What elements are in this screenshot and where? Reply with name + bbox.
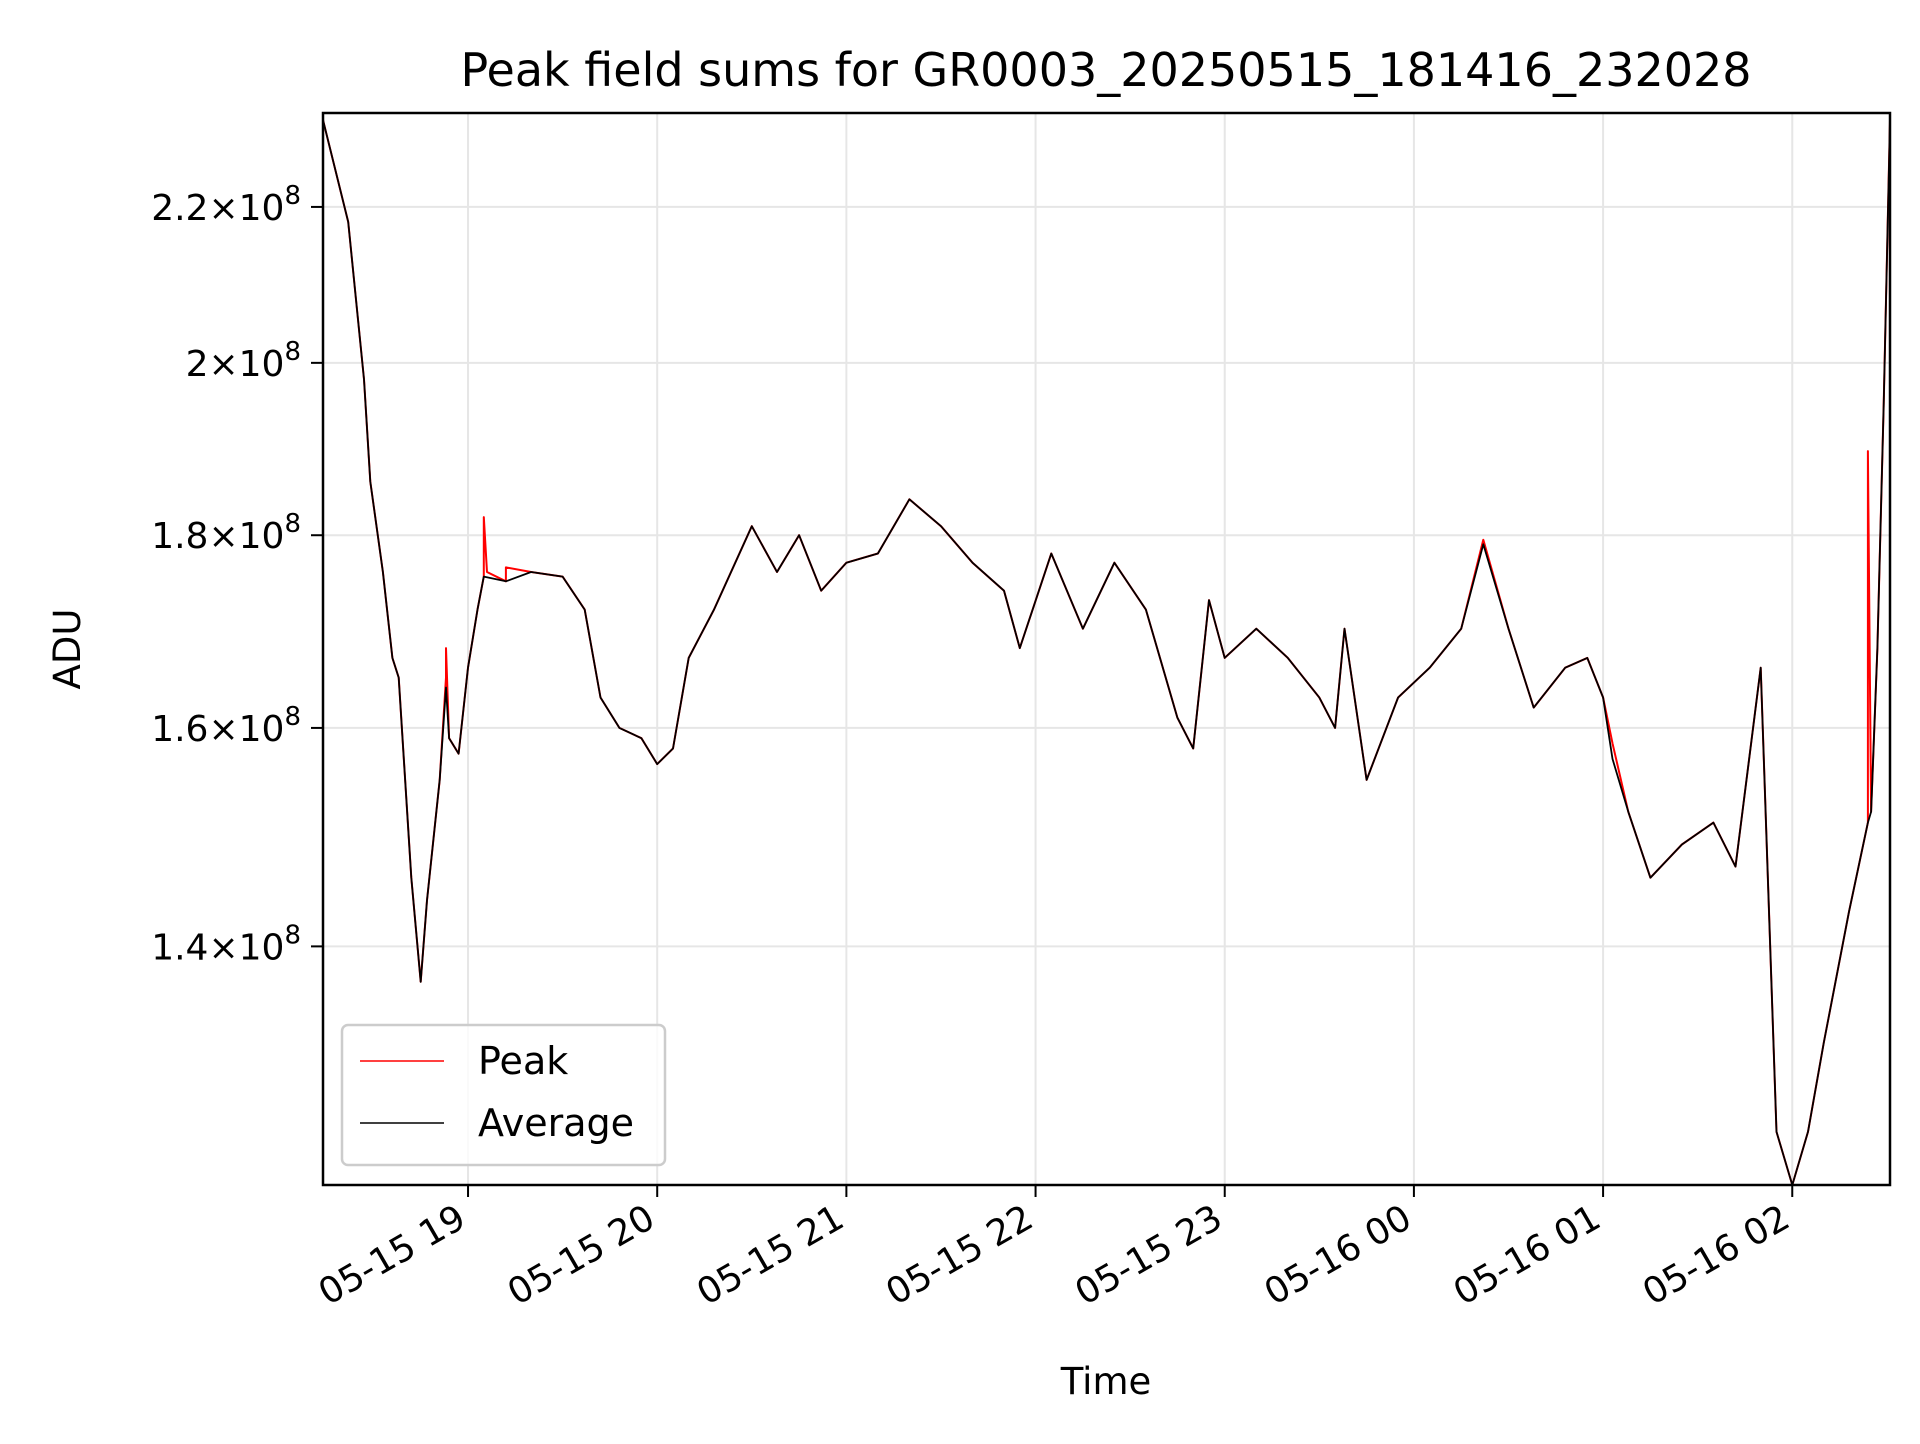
y-tick-label: 2×108	[186, 337, 301, 385]
y-tick-mantissa: 1.6	[151, 709, 208, 750]
plot-area-frame	[321, 111, 1892, 1187]
y-tick-label: 1.8×108	[151, 509, 301, 557]
chart-title: Peak field sums for GR0003_20250515_1814…	[460, 43, 1751, 97]
y-tick-label: 1.4×108	[151, 920, 301, 968]
y-tick-times: ×10	[208, 709, 284, 750]
x-axis-label: Time	[1060, 1360, 1152, 1403]
grid-lines	[323, 113, 1890, 1185]
legend-box	[340, 1023, 667, 1167]
y-tick-mantissa: 1.4	[151, 927, 208, 968]
legend-label-average: Average	[478, 1101, 634, 1145]
y-tick-label: 1.6×108	[151, 702, 301, 750]
y-tick-times: ×10	[208, 188, 284, 229]
y-axis-label: ADU	[46, 609, 89, 690]
y-tick-exponent: 8	[284, 181, 301, 211]
y-tick-mantissa: 2.2	[151, 188, 208, 229]
y-tick-times: ×10	[208, 516, 284, 557]
legend: Peak Average	[340, 1023, 667, 1167]
y-tick-times: ×10	[208, 344, 284, 385]
y-tick-times: ×10	[208, 927, 284, 968]
y-tick-label: 2.2×108	[151, 181, 301, 229]
y-tick-exponent: 8	[284, 337, 301, 367]
series-lines	[322, 119, 1891, 1186]
y-tick-exponent: 8	[284, 920, 301, 950]
series-line-average	[322, 119, 1891, 1186]
y-tick-mantissa: 1.8	[151, 516, 208, 557]
y-tick-mantissa: 2	[186, 344, 209, 385]
y-tick-exponent: 8	[284, 702, 301, 732]
y-tick-exponent: 8	[284, 509, 301, 539]
legend-label-peak: Peak	[478, 1039, 568, 1083]
